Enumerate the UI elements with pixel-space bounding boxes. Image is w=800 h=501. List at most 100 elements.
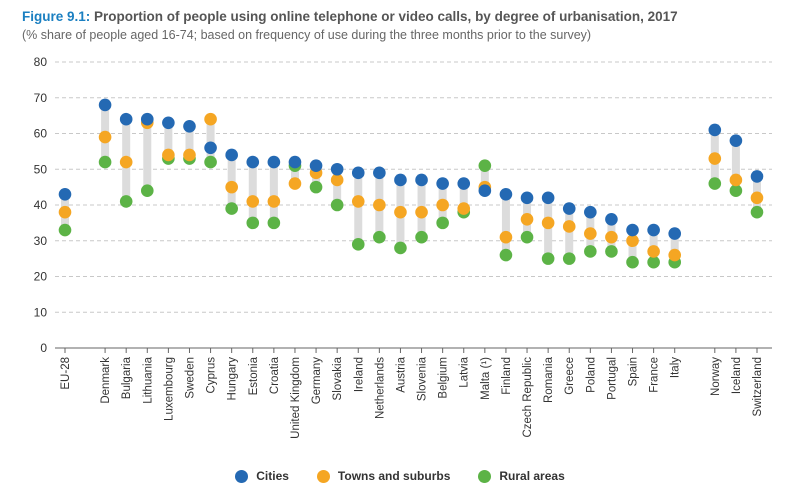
point-rural <box>605 245 618 258</box>
point-cities <box>330 162 344 176</box>
point-towns <box>351 195 365 208</box>
x-tick-label: Spain <box>628 357 640 386</box>
x-tick-label: Austria <box>395 356 407 392</box>
y-tick-label: 0 <box>40 341 47 355</box>
x-tick-label: Latvia <box>459 356 471 387</box>
x-tick-label: Finland <box>501 357 513 395</box>
point-cities <box>225 148 238 162</box>
legend-item-cities: Cities <box>235 469 289 483</box>
point-cities <box>541 191 555 205</box>
point-towns <box>394 205 407 219</box>
point-rural <box>562 252 576 265</box>
legend-item-towns: Towns and suburbs <box>316 469 451 483</box>
range-bar <box>354 172 363 245</box>
legend-label: Towns and suburbs <box>337 469 451 483</box>
point-cities <box>119 112 133 126</box>
x-tick-label: Malta (¹) <box>480 357 492 400</box>
point-towns <box>647 245 660 258</box>
point-rural <box>499 248 513 262</box>
x-tick-label: Belgium <box>438 357 450 399</box>
point-cities <box>562 202 576 215</box>
point-towns <box>119 155 133 169</box>
x-tick-label: Czech Republic <box>522 357 534 438</box>
x-tick-label: Portugal <box>606 357 618 400</box>
x-tick-label: Norway <box>710 357 722 396</box>
point-cities <box>246 155 260 169</box>
point-cities <box>647 223 660 237</box>
x-tick-label: Greece <box>564 357 576 395</box>
point-towns <box>436 198 449 212</box>
y-tick-label: 10 <box>34 305 48 319</box>
point-towns <box>708 152 722 165</box>
x-tick-label: Slovenia <box>417 356 429 401</box>
figure-label: Figure 9.1: <box>22 9 91 24</box>
point-cities <box>436 177 449 190</box>
range-bar <box>185 126 194 159</box>
point-cities <box>98 98 112 112</box>
point-cities <box>267 155 281 169</box>
x-tick-label: Netherlands <box>374 357 386 419</box>
chart-subtitle: (% share of people aged 16-74; based on … <box>22 28 592 42</box>
point-cities <box>415 173 428 187</box>
x-tick-label: Iceland <box>731 357 743 394</box>
point-rural <box>98 155 112 169</box>
point-rural <box>246 216 260 230</box>
point-rural <box>394 241 407 255</box>
point-cities <box>729 134 743 147</box>
point-towns <box>562 220 576 233</box>
point-cities <box>478 184 492 197</box>
point-rural <box>330 198 344 212</box>
point-towns <box>626 234 639 248</box>
range-bar <box>670 233 679 263</box>
point-towns <box>58 205 72 219</box>
point-towns <box>499 230 513 244</box>
point-rural <box>267 216 281 230</box>
point-cities <box>373 166 386 180</box>
point-rural <box>373 230 386 244</box>
x-tick-label: Luxembourg <box>163 357 175 421</box>
y-tick-label: 60 <box>34 127 48 141</box>
point-cities <box>499 187 513 201</box>
point-rural <box>204 155 217 169</box>
x-tick-label: Ireland <box>353 357 365 392</box>
x-tick-label: Estonia <box>248 356 260 395</box>
point-rural <box>729 184 743 197</box>
range-bar <box>290 162 299 184</box>
point-cities <box>520 191 534 205</box>
x-tick-label: Sweden <box>184 357 196 399</box>
point-towns <box>584 227 597 240</box>
range-bar <box>333 169 342 205</box>
point-cities <box>288 155 302 169</box>
point-towns <box>750 191 764 205</box>
point-towns <box>520 213 534 226</box>
range-bar <box>501 194 510 256</box>
point-towns <box>373 198 386 212</box>
point-cities <box>183 120 196 133</box>
point-cities <box>457 177 471 190</box>
y-tick-label: 70 <box>34 91 48 105</box>
point-towns <box>204 112 217 126</box>
point-rural <box>520 230 534 244</box>
point-towns <box>246 195 260 208</box>
range-bar <box>164 122 173 159</box>
point-towns <box>225 180 238 194</box>
point-rural <box>436 216 449 230</box>
x-tick-label: Bulgaria <box>121 356 133 399</box>
point-rural <box>708 177 722 190</box>
range-bar <box>269 162 278 223</box>
x-tick-label: Hungary <box>227 357 239 401</box>
chart-legend: Cities Towns and suburbs Rural areas <box>0 469 800 483</box>
range-bar <box>143 119 152 191</box>
point-rural <box>415 230 428 244</box>
point-rural <box>584 245 597 258</box>
point-cities <box>708 123 722 137</box>
legend-item-rural: Rural areas <box>478 469 565 483</box>
range-bar <box>459 183 468 213</box>
x-tick-label: Poland <box>585 357 597 393</box>
point-cities <box>626 223 639 237</box>
x-tick-label: EU-28 <box>60 357 72 390</box>
point-towns <box>288 177 302 190</box>
legend-swatch <box>316 469 330 483</box>
point-towns <box>729 173 743 187</box>
point-cities <box>58 187 72 201</box>
